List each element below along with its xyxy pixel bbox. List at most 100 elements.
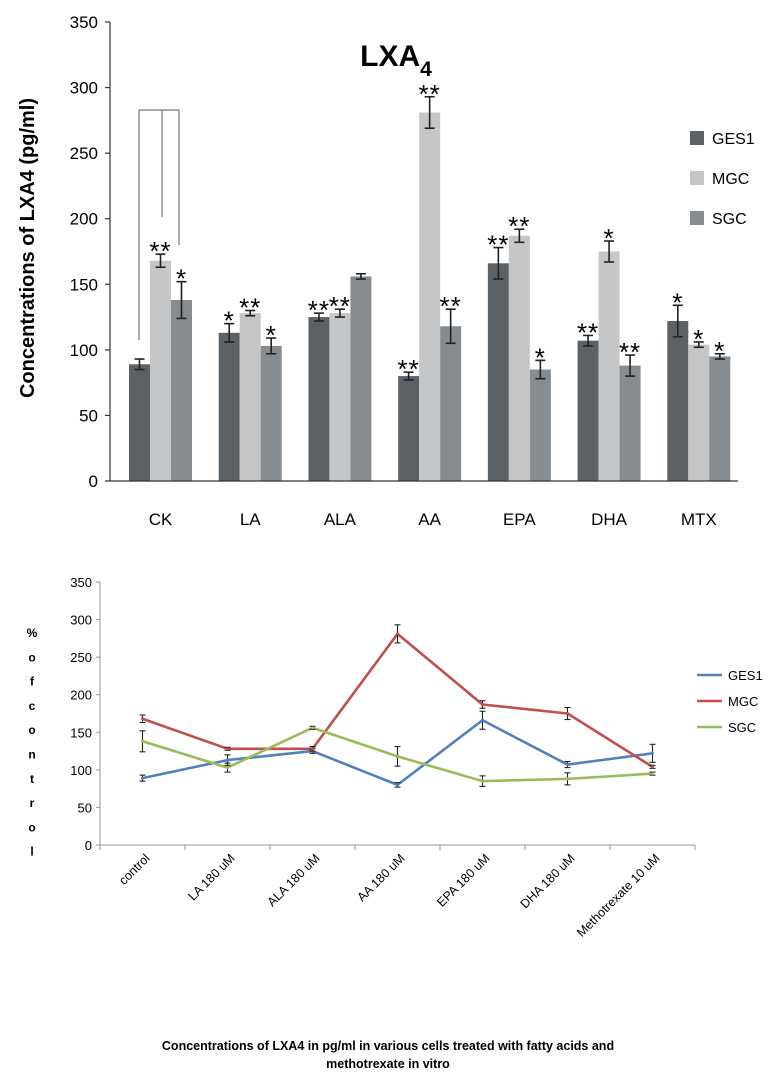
significance-mark: **	[440, 291, 462, 321]
line-chart-x-axis-label-line-1: Concentrations of LXA4 in pg/ml in vario…	[162, 1039, 614, 1053]
bar-y-tick-label: 50	[79, 406, 98, 425]
bar-y-tick-label: 300	[70, 79, 98, 98]
bar-x-tick-label: CK	[149, 510, 173, 529]
line-y-axis-label-char: o	[28, 723, 35, 737]
data-point	[396, 632, 399, 636]
bar-mgc-ala	[329, 313, 351, 481]
error-bar-ges1	[309, 748, 316, 754]
error-bar-ges1	[649, 743, 656, 763]
data-point	[481, 702, 484, 706]
error-bar-mgc	[309, 746, 316, 752]
error-bar-sgc	[394, 746, 401, 767]
significance-mark: *	[224, 306, 235, 336]
data-point	[226, 758, 229, 762]
legend-label: GES1	[712, 131, 755, 148]
line-y-tick-label: 350	[70, 575, 92, 590]
line-chart-axes	[99, 582, 695, 846]
significance-mark: **	[398, 354, 420, 384]
significance-mark: *	[604, 223, 615, 253]
data-point	[141, 717, 144, 721]
bar-sgc-mtx	[709, 356, 731, 481]
bar-sgc-la	[260, 345, 282, 481]
bar-ges1-aa	[398, 376, 420, 481]
line-y-tick-label: 100	[70, 763, 92, 778]
error-bar-sgc	[224, 762, 231, 773]
significance-mark: **	[577, 317, 599, 347]
line-x-tick-label: EPA 180 uM	[434, 851, 492, 909]
significance-mark: *	[693, 324, 704, 354]
bar-x-tick-label: DHA	[591, 510, 628, 529]
error-bar-ges1	[479, 710, 486, 730]
significance-mark: *	[672, 287, 683, 317]
legend-label: MGC	[712, 171, 749, 188]
data-point	[226, 747, 229, 751]
significance-mark: **	[239, 293, 261, 323]
line-chart-x-ticks: control LA 180 uM ALA 180 uM AA 180 uM EPA 1…	[99, 845, 696, 940]
bar-y-tick-label: 250	[70, 144, 98, 163]
error-bar-mgc	[224, 746, 231, 751]
bar-chart: LXA4 Concentrations of LXA4 (pg/ml) 0 50 1…	[17, 13, 755, 529]
error-bar-mgc	[479, 700, 486, 709]
error-bar-sgc	[139, 730, 146, 753]
line-y-axis-label-char: l	[30, 845, 33, 859]
significance-mark: **	[508, 211, 530, 241]
bar-chart-x-ticks: CK LA ALA AA EPA DHA MTX	[149, 510, 717, 529]
bar-x-tick-label: LA	[240, 510, 261, 529]
line-y-tick-label: 0	[85, 838, 92, 853]
significance-mark: *	[176, 264, 187, 294]
legend-label: SGC	[728, 720, 756, 735]
legend-swatch	[690, 171, 704, 185]
error-bar-sgc	[309, 725, 316, 730]
error-bar-sgc	[564, 772, 571, 786]
bar-mgc-mtx	[688, 344, 710, 481]
line-chart-legend: GES1 MGC SGC	[697, 668, 763, 735]
error-bar-mgc	[394, 624, 401, 644]
error-bar-mgc	[139, 714, 146, 724]
data-point	[141, 739, 144, 743]
bar-y-tick-label: 150	[70, 275, 98, 294]
data-point	[396, 754, 399, 758]
significance-mark: **	[619, 337, 641, 367]
error-bar-ges1	[394, 782, 401, 788]
line-y-tick-label: 150	[70, 725, 92, 740]
line-y-axis-label-char: o	[28, 820, 35, 834]
line-y-tick-label: 300	[70, 613, 92, 628]
error-bar-mgc	[649, 764, 656, 769]
line-y-axis-label-char: c	[29, 699, 36, 713]
data-point	[651, 765, 654, 769]
bar-chart-axes	[109, 22, 738, 482]
bar-ges1-ala	[308, 317, 330, 481]
line-y-axis-label-char: %	[27, 626, 38, 640]
bar-ges1-mtx	[667, 321, 689, 481]
line-x-tick-label: DHA 180 uM	[518, 851, 578, 911]
bar-x-tick-label: EPA	[503, 510, 536, 529]
legend-label: SGC	[712, 211, 747, 228]
bar-mgc-aa	[419, 112, 441, 481]
data-point	[311, 747, 314, 751]
line-chart-y-ticks: 0 50 100 150 200 250 300 350	[70, 575, 100, 853]
line-chart-x-axis-label-line-2: methotrexate in vitro	[326, 1057, 450, 1071]
line-chart-series	[139, 624, 656, 788]
bar-mgc-dha	[598, 251, 620, 481]
data-point	[481, 718, 484, 722]
error-bar-sgc	[479, 775, 486, 787]
bar-chart-y-ticks: 0 50 100 150 200 250 300 350	[70, 13, 110, 491]
line-y-axis-label-char: t	[30, 772, 34, 786]
bar-x-tick-label: ALA	[324, 510, 357, 529]
significance-mark: **	[487, 230, 509, 260]
bar-y-tick-label: 100	[70, 341, 98, 360]
error-bar-mgc	[564, 706, 571, 721]
bar-mgc-epa	[508, 235, 530, 481]
bar-y-tick-label: 200	[70, 210, 98, 229]
legend-label: MGC	[728, 694, 758, 709]
line-y-axis-label-char: o	[28, 650, 35, 664]
line-y-axis-label-char: f	[30, 675, 35, 689]
significance-mark: **	[308, 295, 330, 325]
bar-ges1-ck	[129, 364, 150, 481]
bar-ges1-dha	[577, 340, 599, 481]
error-bar-sgc	[649, 771, 656, 776]
line-y-tick-label: 250	[70, 650, 92, 665]
